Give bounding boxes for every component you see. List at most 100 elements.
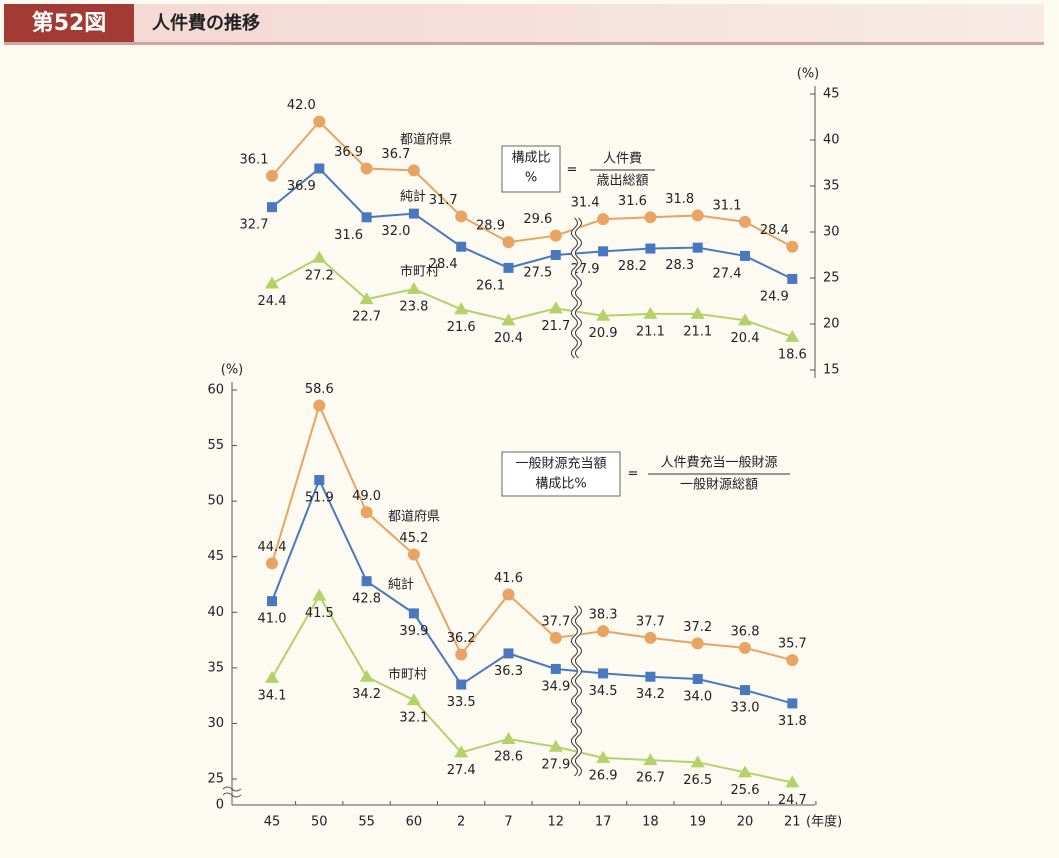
x-tick-label: 19 <box>689 815 706 830</box>
marker <box>501 731 516 744</box>
y-unit: (%) <box>797 67 820 82</box>
series-line <box>271 167 793 280</box>
series-line <box>271 593 793 784</box>
marker <box>503 262 514 273</box>
marker <box>454 745 469 758</box>
marker <box>456 679 467 690</box>
marker <box>598 246 609 257</box>
value-label: 36.9 <box>334 145 363 160</box>
value-label: 31.8 <box>778 714 807 729</box>
formula-box <box>501 145 561 193</box>
y-tick-label: 30 <box>207 716 224 731</box>
value-label: 34.5 <box>589 684 618 699</box>
value-label: 58.6 <box>305 382 334 397</box>
series-name: 市町村 <box>400 264 439 280</box>
value-label: 26.9 <box>589 768 618 783</box>
value-label: 34.2 <box>352 687 381 702</box>
marker <box>785 775 800 788</box>
x-tick-label: 17 <box>595 815 612 830</box>
value-label: 26.5 <box>683 773 712 788</box>
y-tick-label: 60 <box>207 383 224 398</box>
header-bar <box>4 4 1044 42</box>
marker <box>549 229 562 242</box>
axis-break <box>222 792 242 798</box>
formula-denominator: 歳出総額 <box>596 174 648 189</box>
marker <box>503 648 514 659</box>
break-fill <box>570 604 582 778</box>
marker <box>596 750 611 763</box>
marker <box>644 211 657 224</box>
value-label: 31.1 <box>713 198 742 213</box>
series-name: 都道府県 <box>400 133 452 148</box>
formula-lhs: % <box>525 171 537 186</box>
marker <box>690 306 705 319</box>
value-label: 20.4 <box>731 331 760 346</box>
x-tick-label: 21 <box>784 815 801 830</box>
value-label: 20.9 <box>589 326 618 341</box>
marker <box>502 236 515 249</box>
value-label: 42.0 <box>287 98 316 113</box>
value-label: 42.8 <box>352 592 381 607</box>
marker <box>643 753 658 766</box>
marker <box>455 648 468 661</box>
value-label: 32.0 <box>381 224 410 239</box>
value-label: 37.7 <box>541 614 570 629</box>
x-tick-label: 2 <box>457 815 465 830</box>
marker <box>502 588 515 601</box>
break-line <box>574 605 582 777</box>
value-label: 28.6 <box>494 749 523 764</box>
marker <box>738 313 752 326</box>
marker <box>408 208 419 219</box>
value-label: 24.9 <box>760 289 789 304</box>
marker <box>550 663 561 674</box>
value-label: 26.1 <box>476 278 505 293</box>
marker <box>266 169 278 182</box>
series-name: 都道府県 <box>388 510 440 525</box>
formula-lhs: 構成比 <box>511 151 550 166</box>
x-tick-label: 50 <box>311 815 328 830</box>
formula-lhs: 一般財源充当額 <box>515 456 606 472</box>
value-label: 21.7 <box>541 319 570 334</box>
x-tick-label: 45 <box>264 815 281 830</box>
break-line <box>574 217 582 359</box>
marker <box>456 241 467 252</box>
formula-denominator: 一般財源総額 <box>680 477 758 493</box>
value-label: 31.6 <box>618 194 647 209</box>
value-label: 28.9 <box>476 219 505 234</box>
value-label: 32.1 <box>399 711 428 726</box>
value-label: 31.6 <box>334 228 363 243</box>
value-label: 27.4 <box>447 763 476 778</box>
series-name: 市町村 <box>388 667 427 683</box>
value-label: 28.4 <box>760 223 789 238</box>
marker <box>643 306 658 319</box>
marker <box>266 557 278 570</box>
value-label: 22.7 <box>352 310 381 325</box>
formula-lhs: 構成比% <box>535 477 586 492</box>
x-tick-label: 55 <box>358 815 375 830</box>
value-label: 27.5 <box>523 266 552 281</box>
marker <box>408 608 419 619</box>
formula-numerator: 人件費 <box>603 152 642 167</box>
marker <box>407 164 420 177</box>
x-unit: (年度) <box>806 814 842 830</box>
marker <box>597 213 610 226</box>
marker <box>598 668 609 679</box>
value-label: 36.2 <box>447 631 476 646</box>
marker <box>739 215 751 228</box>
marker <box>691 637 704 650</box>
value-label: 39.9 <box>399 624 428 639</box>
value-label: 36.1 <box>240 152 269 167</box>
marker <box>548 739 563 752</box>
series-name: 純計 <box>400 189 426 205</box>
marker <box>692 242 703 253</box>
value-label: 33.5 <box>447 695 476 710</box>
value-label: 41.5 <box>305 606 334 621</box>
value-label: 51.9 <box>305 491 334 506</box>
marker <box>406 282 421 295</box>
value-label: 41.6 <box>494 571 523 586</box>
marker <box>550 250 561 260</box>
marker <box>645 243 656 254</box>
y-tick-label: 45 <box>823 87 840 102</box>
value-label: 34.1 <box>258 688 287 703</box>
value-label: 38.3 <box>589 608 618 623</box>
